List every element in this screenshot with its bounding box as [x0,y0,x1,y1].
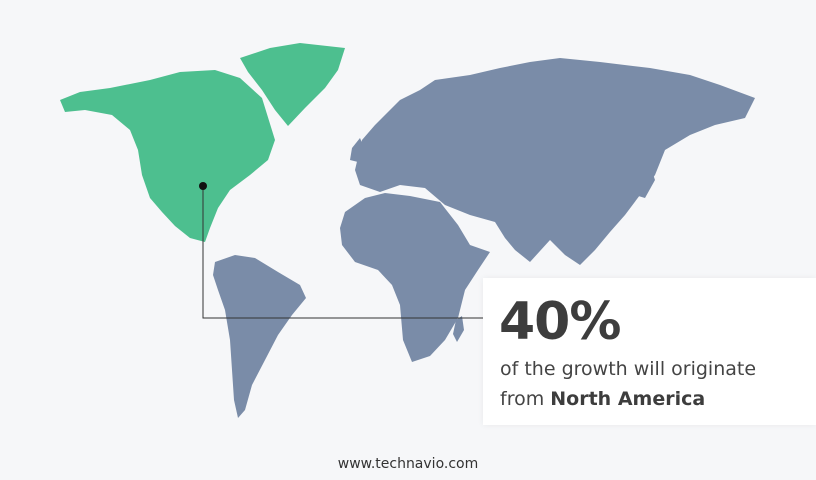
callout-line-2-prefix: from [500,388,551,410]
callout-connector-line [202,186,483,319]
website-footer: www.technavio.com [337,456,479,472]
callout-description: of the growth will originate from North … [500,354,756,414]
greenland [240,43,345,126]
callout-line-1: of the growth will originate [500,358,757,380]
region-name: North America [550,388,706,410]
south-america [213,255,306,418]
madagascar [453,316,464,342]
growth-percent: 40% [499,292,621,352]
uk [350,138,365,162]
north-america [60,70,275,242]
eurasia [355,58,755,265]
north-america-region [60,43,345,242]
callout-box: 40% of the growth will originate from No… [483,278,816,425]
callout-line-2: from North America [500,384,756,414]
japan [635,165,655,198]
africa [340,193,490,362]
location-marker [199,182,207,190]
